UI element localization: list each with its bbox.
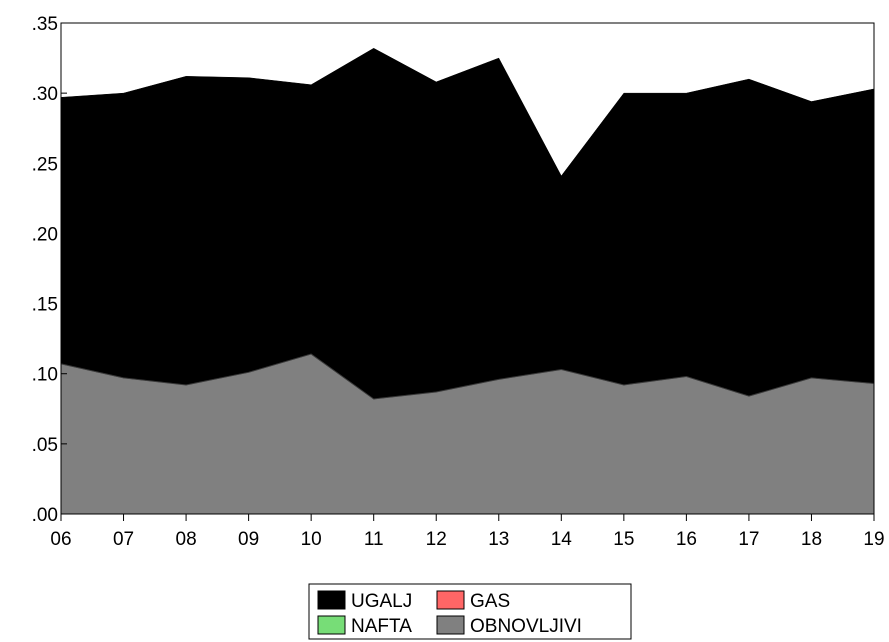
y-tick-label: .35 bbox=[32, 14, 58, 35]
area-layers bbox=[60, 47, 875, 515]
x-tick-label: 13 bbox=[488, 529, 509, 550]
area-boundary-line bbox=[60, 353, 875, 400]
x-tick-label: 11 bbox=[364, 529, 384, 550]
y-tick-label: .05 bbox=[32, 435, 58, 456]
y-tick-label: .00 bbox=[32, 505, 58, 526]
legend-label-nafta: NAFTA bbox=[351, 616, 412, 637]
x-tick-label: 07 bbox=[113, 529, 134, 550]
x-tick-label: 14 bbox=[551, 529, 573, 550]
legend-label-gas: GAS bbox=[470, 591, 510, 612]
area-ugalj bbox=[60, 47, 875, 400]
y-tick-label: .10 bbox=[32, 365, 58, 386]
x-tick-label: 09 bbox=[238, 529, 259, 550]
x-axis: 06 07 08 09 10 11 12 13 14 15 16 17 18 19 bbox=[50, 514, 885, 550]
x-tick-label: 08 bbox=[176, 529, 197, 550]
legend-swatch-obnovljivi bbox=[436, 615, 465, 635]
legend: UGALJ GAS NAFTA OBNOVLJIVI bbox=[308, 583, 632, 640]
y-tick-label: .30 bbox=[32, 84, 58, 105]
x-tick-label: 15 bbox=[613, 529, 634, 550]
x-tick-label: 19 bbox=[863, 529, 884, 550]
legend-box bbox=[308, 583, 632, 640]
legend-label-ugalj: UGALJ bbox=[351, 591, 412, 612]
legend-label-obnovljivi: OBNOVLJIVI bbox=[470, 616, 582, 637]
legend-swatch-ugalj bbox=[317, 590, 346, 610]
y-tick-label: .25 bbox=[32, 154, 58, 175]
x-tick-label: 12 bbox=[426, 529, 447, 550]
legend-swatch-gas bbox=[436, 590, 465, 610]
y-tick-label: .20 bbox=[32, 224, 58, 245]
x-tick-label: 06 bbox=[50, 529, 71, 550]
legend-swatch-nafta bbox=[317, 615, 346, 635]
plot-frame bbox=[60, 22, 875, 515]
x-tick-label: 16 bbox=[676, 529, 697, 550]
x-tick-label: 10 bbox=[301, 529, 322, 550]
x-tick-label: 17 bbox=[738, 529, 759, 550]
x-tick-label: 18 bbox=[801, 529, 822, 550]
y-tick-label: .15 bbox=[32, 295, 58, 316]
y-axis: .00 .05 .10 .15 .20 .25 .30 .35 bbox=[32, 14, 67, 526]
